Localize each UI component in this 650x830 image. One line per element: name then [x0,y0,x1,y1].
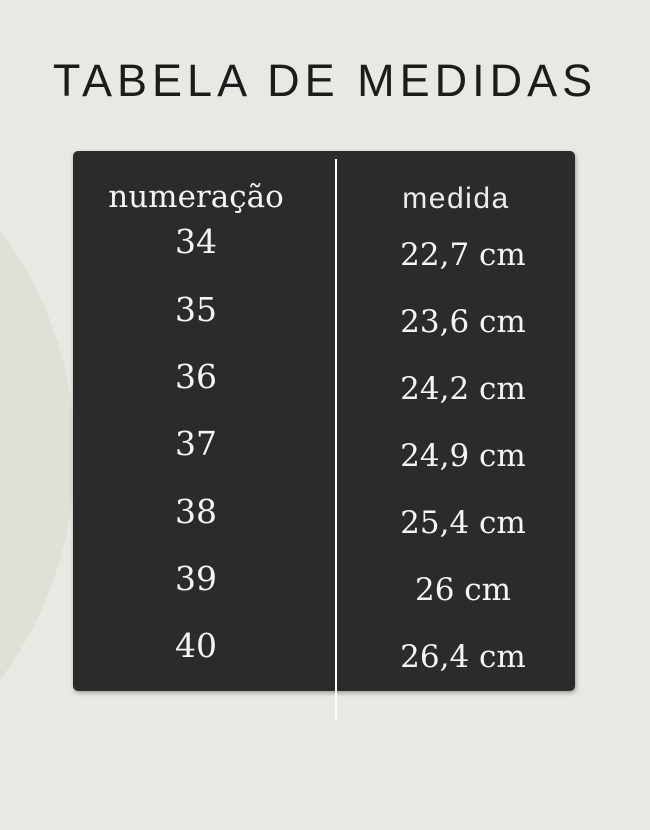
measure-value: 25,4 cm [400,505,526,541]
size-value: 39 [175,559,217,598]
circle-decoration [0,80,75,830]
page-title: TABELA DE MEDIDAS [52,55,598,106]
size-value: 40 [175,626,217,665]
size-value: 37 [175,424,217,463]
column-divider-line [335,159,337,720]
measure-column-header: medida [402,182,510,215]
size-value: 35 [175,290,217,329]
size-table: numeração 34 35 36 37 38 39 40 medida 22… [73,151,575,720]
size-value: 38 [175,492,217,531]
measure-column: medida 22,7 cm 23,6 cm 24,2 cm 24,9 cm 2… [337,151,575,691]
measure-value: 24,2 cm [400,371,526,407]
measure-value: 26 cm [414,572,512,608]
size-column: numeração 34 35 36 37 38 39 40 [73,151,335,691]
measure-value: 24,9 cm [400,438,526,474]
size-value: 34 [175,222,217,261]
measure-value: 26,4 cm [400,639,526,675]
measure-value: 23,6 cm [400,304,526,340]
size-value: 36 [175,357,217,396]
size-column-header: numeração [108,179,284,215]
measure-value: 22,7 cm [400,237,526,273]
